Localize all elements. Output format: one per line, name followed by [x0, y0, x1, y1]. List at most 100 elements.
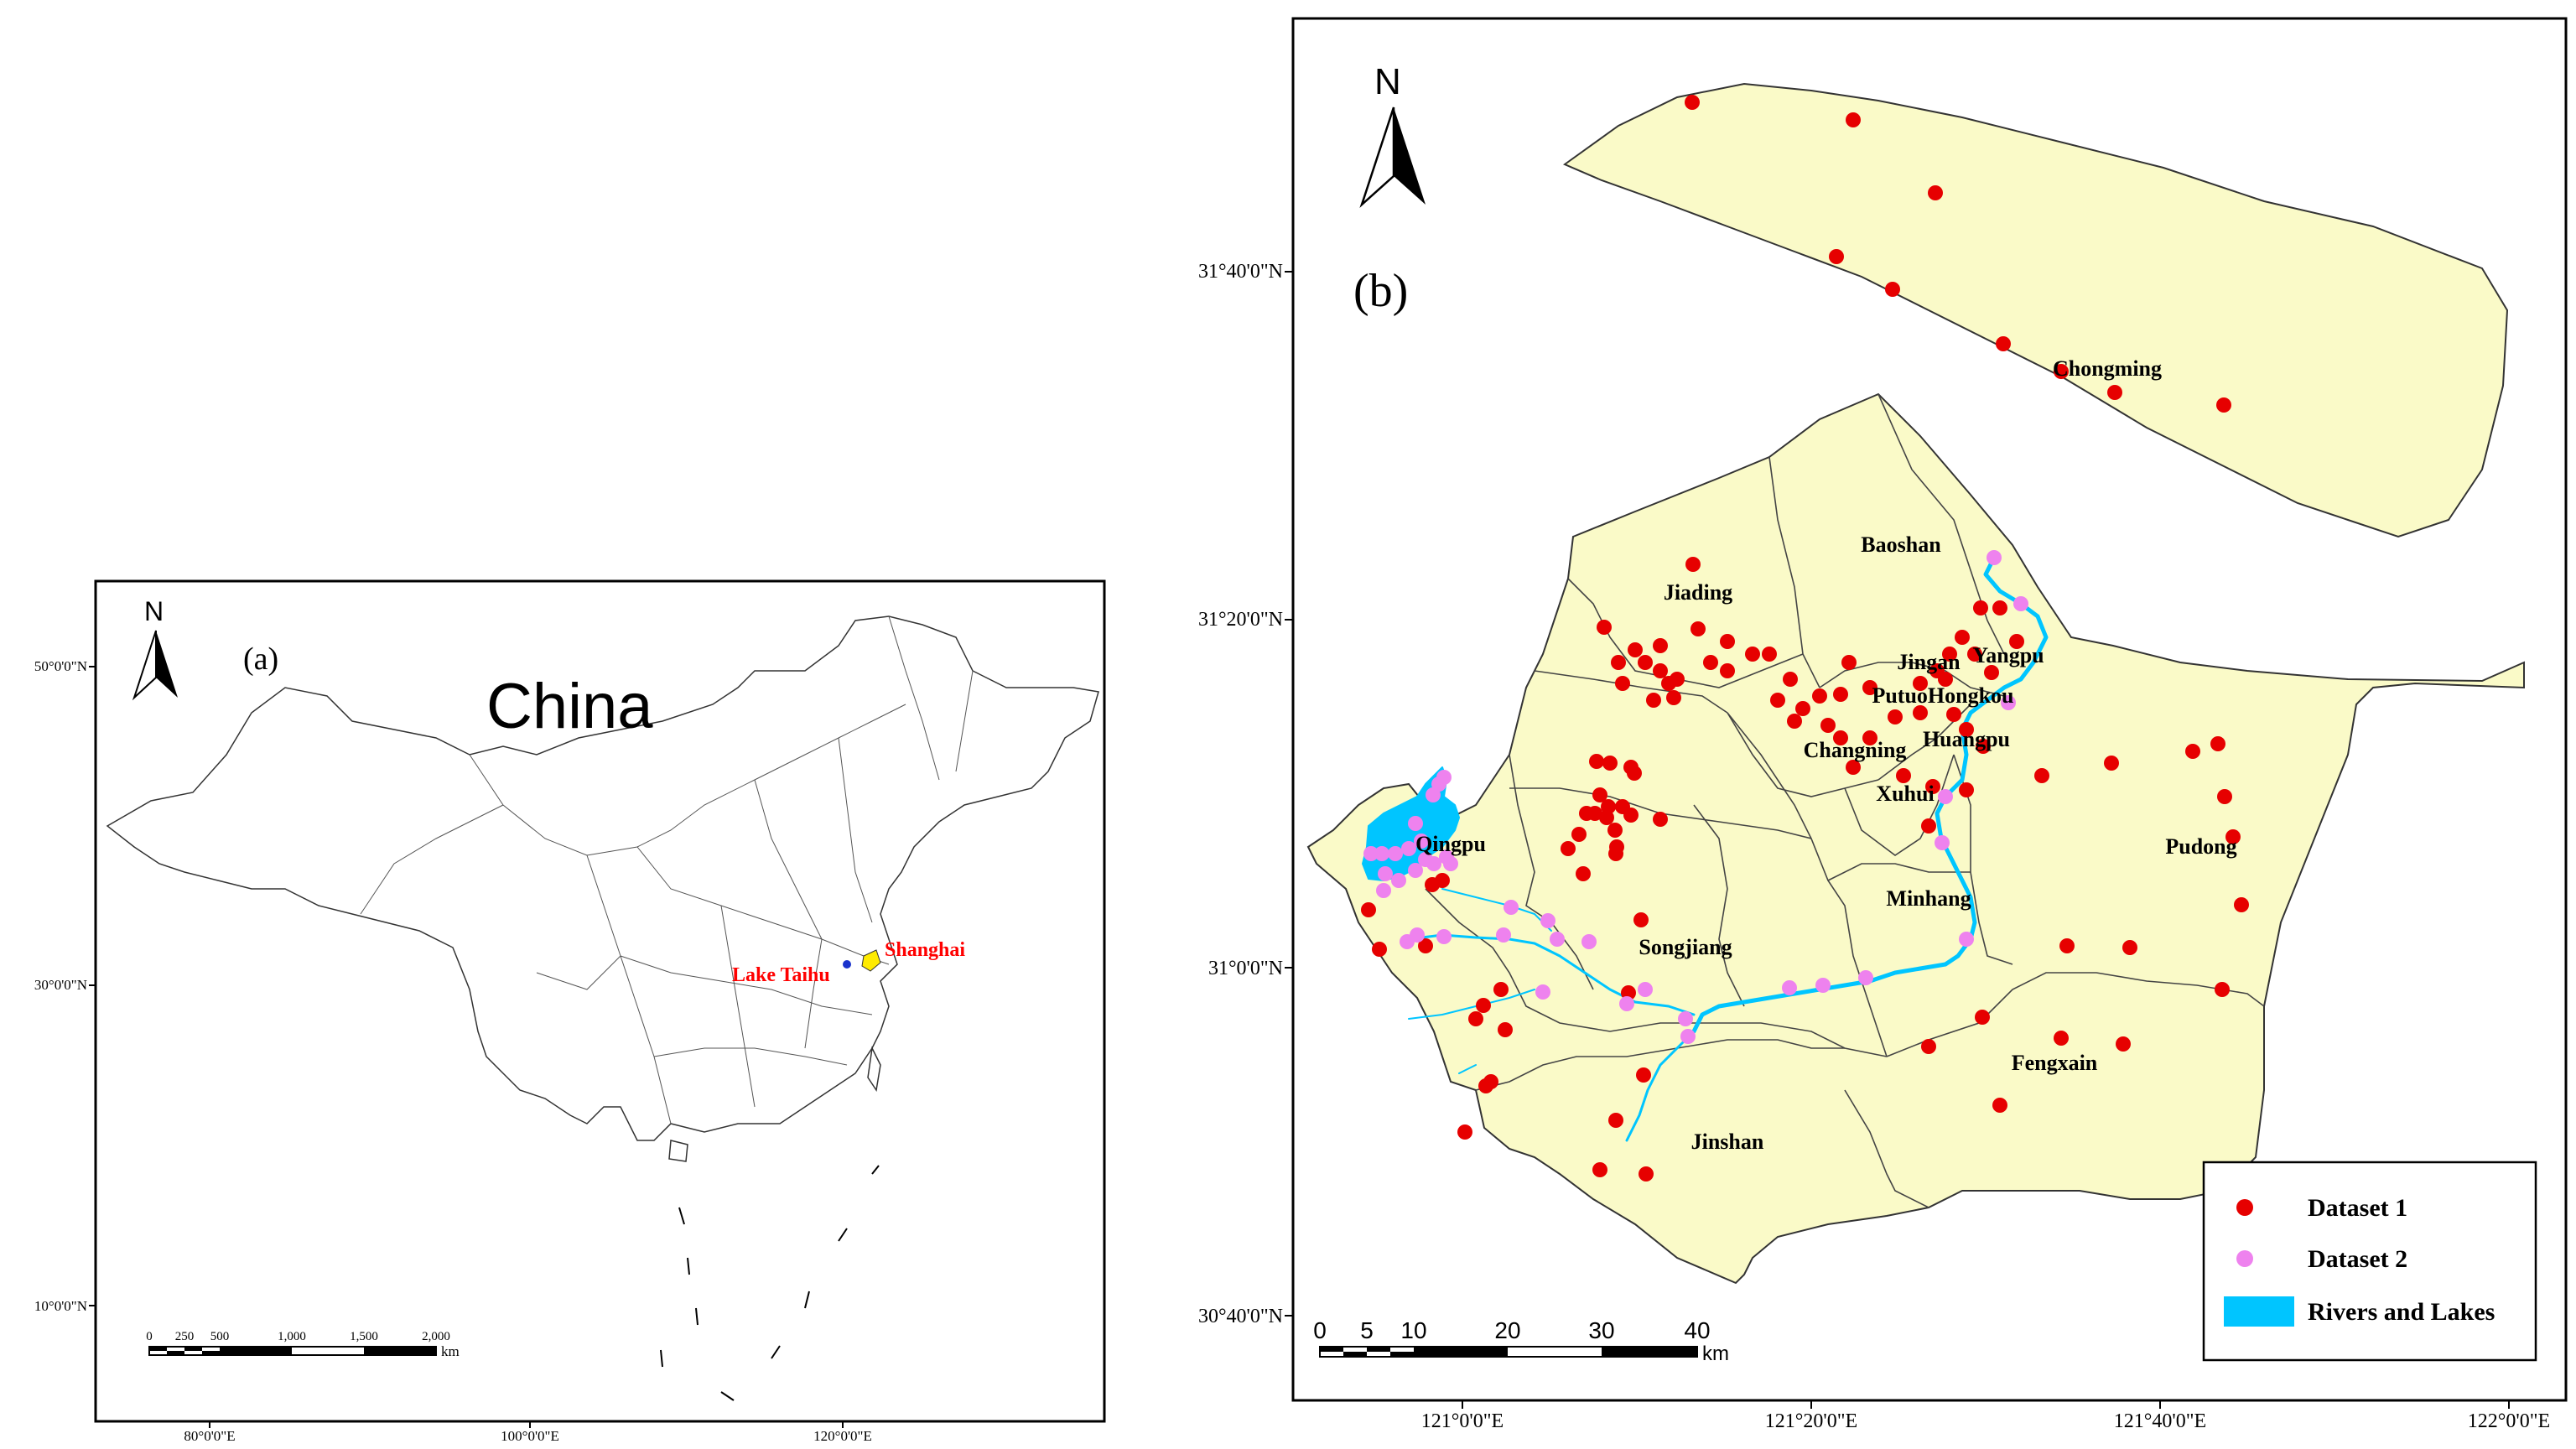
dataset-2-point [1374, 846, 1389, 861]
dataset-1-point [1984, 665, 1999, 680]
lon-tick-a-100: 100°0'0"E [501, 1428, 559, 1444]
dataset-1-point [1498, 1022, 1513, 1037]
dataset-1-point [1862, 730, 1877, 745]
dataset-1-point [1996, 336, 2011, 351]
dataset-1-point [1896, 768, 1911, 783]
district-boundaries [1425, 393, 2265, 1208]
dataset-1-point [1946, 707, 1961, 722]
dataset-1-point [2225, 829, 2241, 844]
panel-a-country-label: China [486, 671, 653, 742]
china-outline [106, 615, 1099, 1141]
dataset-2-point [1400, 934, 1415, 949]
dataset-1-point [1976, 739, 1991, 754]
dataset-1-point [1992, 1098, 2007, 1113]
dataset-1-point [1623, 808, 1639, 823]
dataset-1-point [1661, 676, 1676, 691]
huangpu-river [1691, 555, 2049, 1034]
hainan-island [668, 1140, 688, 1162]
panel-a-label: (a) [243, 641, 278, 677]
dataset-2-point [1987, 550, 2002, 565]
panel-a-lon-ticks: 80°0'0"E 100°0'0"E 120°0'0"E [184, 1421, 872, 1444]
dataset-2-point [1408, 863, 1423, 878]
dataset-1-point [2059, 938, 2075, 953]
province-boundaries [360, 615, 974, 1124]
dataset-1-point [1745, 647, 1760, 662]
panel-b-scale-bar: 0 5 10 20 30 40 km [1313, 1317, 1729, 1365]
dataset-2-point [1426, 787, 1441, 802]
dataset-1-point [2034, 768, 2049, 783]
panel-b-lat-ticks: 31°40'0"N 31°20'0"N 31°0'0"N 30°40'0"N [1198, 261, 1293, 1327]
legend: Dataset 1 Dataset 2 Rivers and Lakes [2202, 1161, 2537, 1362]
dataset-1-point [1812, 688, 1827, 704]
dataset-1-point [1638, 655, 1653, 670]
dataset-2-point [1782, 980, 1797, 995]
scale-a-tick-2000: 2,000 [422, 1330, 450, 1343]
dataset-2-point [1535, 984, 1550, 1000]
dataset-1-point [1862, 680, 1877, 695]
district-labels: Chongming Baoshan Jiading Jingan Yangpu … [1415, 356, 2237, 1154]
dataset-1-point [1959, 782, 1974, 797]
dataset-1-point [1468, 1011, 1483, 1026]
dataset-1-point [2234, 897, 2249, 912]
taiwan-island [867, 1046, 881, 1092]
dataset-2-point [1678, 1011, 1693, 1026]
dataset-2-point [1815, 978, 1831, 993]
dataset-2-point [2013, 596, 2028, 611]
dataset-1-point [1913, 705, 1928, 720]
label-pudong: Pudong [2165, 834, 2236, 859]
dataset-2-point [1388, 846, 1403, 861]
label-songjiang: Songjiang [1639, 935, 1732, 959]
scale-b-tick-10: 10 [1400, 1317, 1426, 1343]
dataset-2-point [1935, 835, 1950, 850]
dataset-1-point [1833, 730, 1848, 745]
dataset-1-point [1720, 634, 1735, 649]
shanghai-marker [861, 949, 881, 972]
dataset-2-point [1540, 913, 1555, 928]
dataset-1-point [1885, 282, 1900, 297]
dataset-1-point [1608, 1113, 1623, 1128]
dataset-1-point [1576, 866, 1591, 881]
lat-tick-a-30: 30°0'0"N [34, 977, 87, 993]
label-fengxain: Fengxain [2012, 1051, 2098, 1075]
dataset-1-point [1457, 1124, 1472, 1140]
dataset-2-point [1376, 883, 1391, 898]
lon-tick-a-120: 120°0'0"E [813, 1428, 872, 1444]
dataset-1-point [1967, 647, 1982, 662]
dataset-1-point [1592, 787, 1607, 802]
dataset-2-point [1418, 852, 1433, 867]
label-baoshan: Baoshan [1861, 532, 1941, 557]
legend-rivers-icon [2224, 1296, 2294, 1327]
dataset-2-point [1363, 846, 1379, 861]
label-putuohongkou: PutuoHongkou [1872, 683, 2013, 708]
dataset-1-point [1435, 873, 1450, 888]
dataset-1-point [2210, 736, 2225, 751]
legend-dataset-2-label: Dataset 2 [2308, 1245, 2407, 1273]
dataset-2-point [1504, 900, 1519, 915]
dataset-1-point [1925, 779, 1940, 794]
dataset-1-point [1627, 766, 1642, 781]
tributary-west [1407, 933, 1696, 1016]
lat-tick-b-3100: 31°0'0"N [1208, 958, 1283, 979]
scale-b-tick-5: 5 [1360, 1317, 1374, 1343]
scale-a-unit: km [441, 1343, 460, 1359]
dataset-2-point [1443, 856, 1458, 871]
label-minhang: Minhang [1886, 886, 1971, 911]
district-chongming [1562, 82, 2509, 538]
dataset-2-point [1391, 873, 1406, 888]
label-changning: Changning [1804, 738, 1907, 762]
legend-dataset-2-icon [2236, 1250, 2253, 1267]
shanghai-mainland [1306, 392, 2525, 1285]
dataset-1-point [2216, 397, 2231, 413]
dataset-1-point [1372, 942, 1387, 957]
label-yangpu: Yangpu [1972, 643, 2044, 667]
scale-b-tick-40: 40 [1684, 1317, 1710, 1343]
dataset-1-point [1646, 693, 1661, 708]
dataset-1-point [1493, 982, 1509, 997]
label-jiading: Jiading [1664, 580, 1732, 605]
dataset-2-point [1378, 866, 1393, 881]
panel-b-north-label: N [1374, 61, 1401, 102]
dataset-1-point [2104, 756, 2119, 771]
label-qingpu: Qingpu [1415, 832, 1486, 856]
dataset-1-point [2217, 789, 2232, 804]
label-jingan: Jingan [1897, 650, 1961, 674]
